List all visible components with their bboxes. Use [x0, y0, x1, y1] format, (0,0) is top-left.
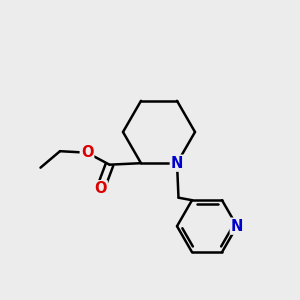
Text: O: O [94, 181, 107, 196]
Text: O: O [81, 145, 93, 160]
Text: N: N [171, 156, 183, 171]
Text: N: N [231, 219, 243, 234]
